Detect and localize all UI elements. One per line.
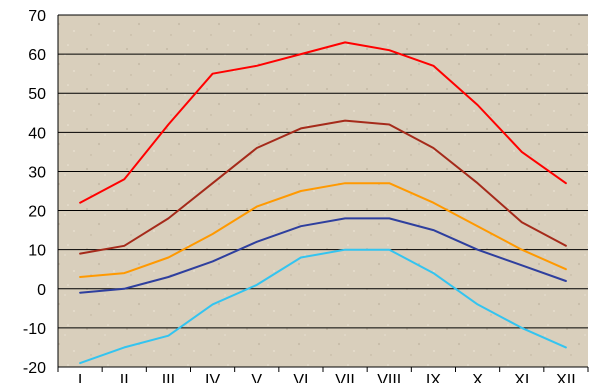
gridlines: [58, 14, 588, 368]
y-tick-label: 20: [28, 204, 46, 221]
y-tick-label: 40: [28, 125, 46, 142]
x-tick-label: VII: [335, 372, 355, 383]
x-tick-label: IV: [205, 372, 220, 383]
x-tick-label: XII: [556, 372, 576, 383]
x-axis: I II III IV V VI VII VIII IX X XI XII: [57, 366, 589, 383]
y-axis: -20 -10 0 10 20 30 40 50 60 70: [23, 8, 59, 377]
series-line-3: [79, 182, 567, 278]
series-line-2: [79, 119, 567, 255]
x-tick-label: VIII: [377, 372, 401, 383]
y-tick-label: 10: [28, 243, 46, 260]
x-tick-label: XI: [514, 372, 529, 383]
y-tick-label: -20: [23, 360, 46, 377]
series-lines: [79, 41, 567, 365]
y-tick-label: 0: [37, 282, 46, 299]
x-tick-label: V: [251, 372, 262, 383]
x-tick-label: II: [120, 372, 129, 383]
y-tick-label: 50: [28, 86, 46, 103]
series-line-1: [79, 41, 567, 204]
x-tick-label: III: [162, 372, 175, 383]
series-line-5: [79, 248, 567, 365]
y-tick-label: -10: [23, 321, 46, 338]
y-tick-label: 70: [28, 8, 46, 25]
x-tick-label: X: [472, 372, 483, 383]
x-tick-label: I: [78, 372, 82, 383]
plot-area: [58, 15, 588, 367]
x-tick-label: VI: [293, 372, 308, 383]
y-tick-label: 30: [28, 164, 46, 181]
y-tick-label: 60: [28, 47, 46, 64]
x-tick-label: IX: [426, 372, 441, 383]
series-line-4: [79, 217, 567, 294]
